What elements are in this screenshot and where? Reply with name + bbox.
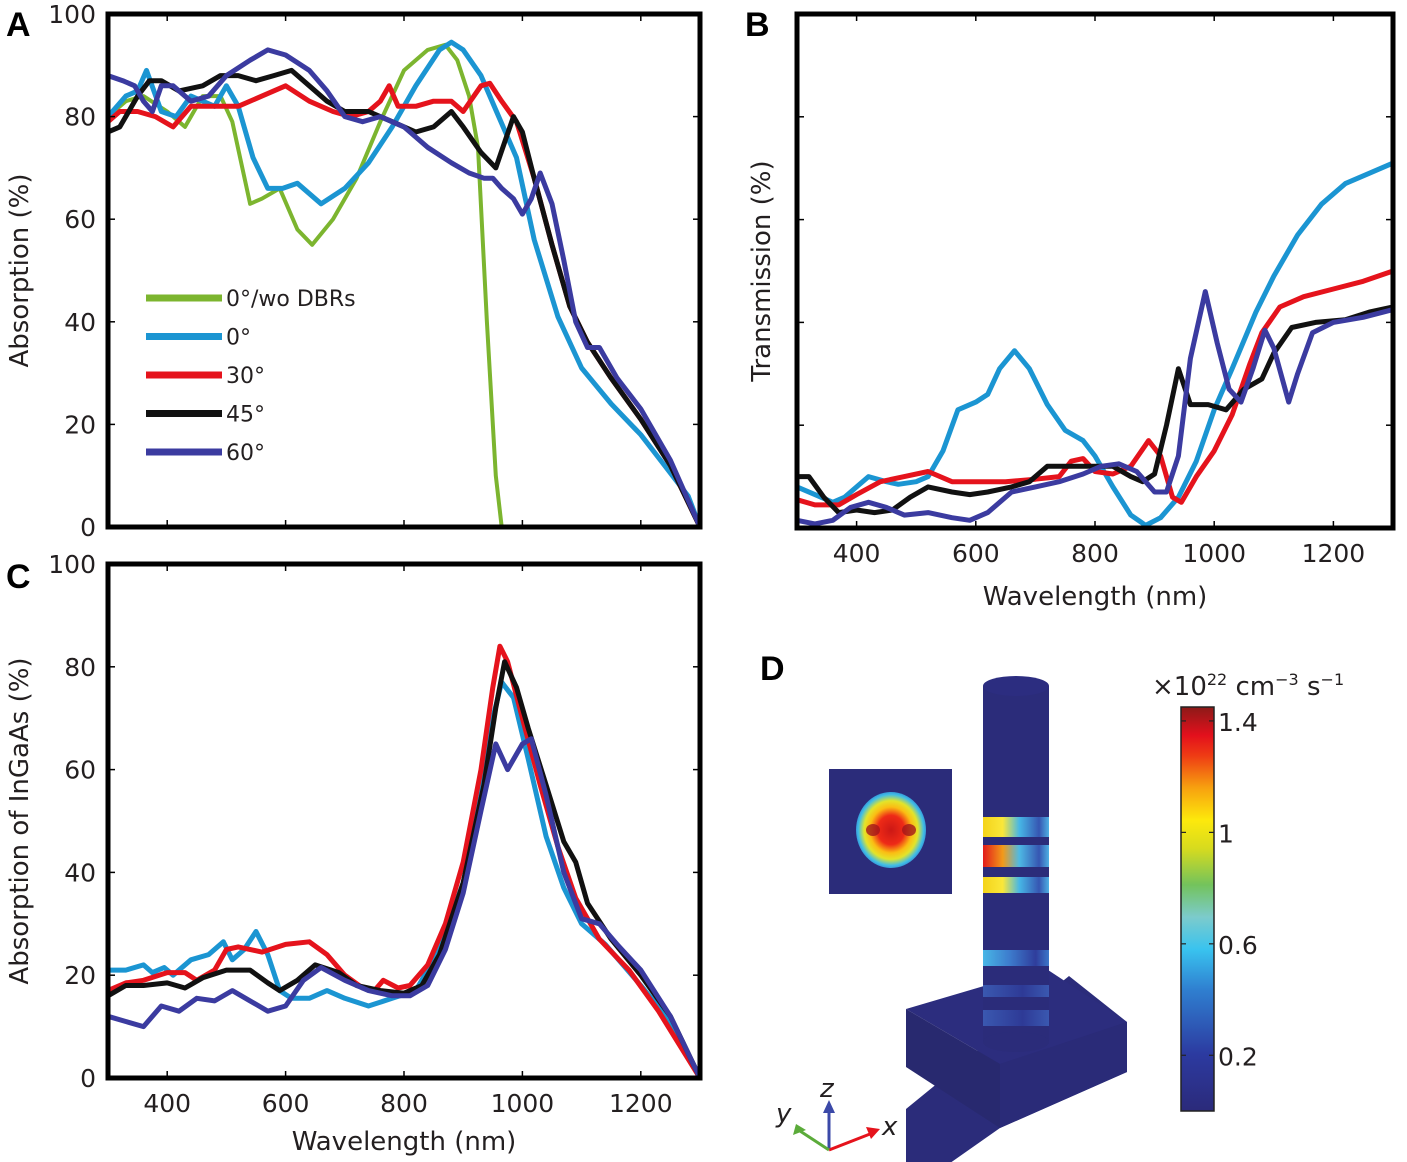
y-tick-label: 20	[64, 410, 96, 439]
legend-label-0deg: 0°	[226, 326, 251, 351]
series-line-60deg	[105, 47, 703, 530]
panel-a: A 0 20 40 60 80 100 Absorption (%) 0°/wo DBRs 0° 3…	[5, 0, 703, 542]
legend-label-60deg: 60°	[226, 441, 265, 466]
x-tick-label: 1000	[1182, 539, 1246, 568]
legend-label-45deg: 45°	[226, 403, 265, 428]
y-tick-label: 40	[64, 308, 96, 337]
series-line-0deg-wo-dbrs	[106, 42, 584, 529]
colorbar-tick-label: 0.6	[1218, 931, 1258, 960]
series-line-60deg	[105, 736, 703, 1081]
y-tick-label: 80	[64, 103, 96, 132]
colorbar-tick-label: 1.4	[1218, 708, 1258, 737]
x-axis-label: Wavelength (nm)	[983, 582, 1208, 612]
absorption-band	[983, 950, 1049, 966]
x-axis-label: Wavelength (nm)	[292, 1127, 517, 1157]
x-tick-label: 1000	[491, 1089, 555, 1118]
x-tick-label: 1200	[1302, 539, 1366, 568]
axis-y-label: y	[775, 1099, 792, 1129]
x-tick-label: 600	[952, 539, 1000, 568]
nanopillar	[983, 676, 1049, 1052]
x-tick-label: 400	[833, 539, 881, 568]
absorption-band	[983, 817, 1049, 837]
x-tick-label: 800	[380, 1089, 428, 1118]
series-line-0deg	[105, 679, 703, 1081]
y-tick-label: 0	[80, 1064, 96, 1093]
plot-frame	[794, 11, 1396, 531]
colorbar-tick-label: 1	[1218, 819, 1234, 848]
legend-label-30deg: 30°	[226, 364, 265, 389]
axis-x-label: x	[881, 1112, 898, 1142]
panel-label-c: C	[6, 558, 31, 596]
x-tick-label: 400	[143, 1089, 191, 1118]
x-tick-label: 600	[262, 1089, 310, 1118]
panel-c: C 400 600 800 1000 1200 0 20 40 60 80 100 Absorption…	[5, 550, 703, 1157]
panel-label-b: B	[745, 6, 770, 44]
panel-label-d: D	[760, 650, 785, 688]
y-tick-label: 40	[64, 858, 96, 887]
panel-b: B 400 600 800 1000 1200 Transmission (%) Wavele…	[745, 6, 1396, 612]
x-tick-label: 800	[1071, 539, 1119, 568]
y-tick-label: 100	[48, 550, 96, 579]
series-line-60deg	[794, 289, 1396, 527]
colorbar-title: ×1022 cm−3 s−1	[1152, 670, 1344, 702]
axis-z-label: z	[819, 1074, 835, 1104]
y-tick-label: 0	[80, 513, 96, 542]
legend: 0°/wo DBRs 0° 30° 45° 60°	[146, 287, 356, 466]
panel-d: D	[760, 650, 1344, 1162]
y-tick-label: 60	[64, 205, 96, 234]
legend-label-0deg-wo-dbrs: 0°/wo DBRs	[226, 287, 356, 312]
colorbar-tick-label: 0.2	[1218, 1042, 1258, 1071]
absorption-band	[983, 845, 1049, 867]
y-axis-label: Transmission (%)	[747, 160, 777, 382]
colorbar: 0.2 0.6 1 1.4 ×1022 cm−3 s−1	[1152, 670, 1344, 1112]
y-tick-label: 100	[48, 0, 96, 29]
axes-triad: z y x	[775, 1074, 898, 1152]
inset-cross-section	[829, 769, 952, 894]
panel-label-a: A	[6, 6, 31, 44]
absorption-band	[983, 877, 1049, 893]
x-tick-label: 1200	[609, 1089, 673, 1118]
y-tick-label: 80	[64, 653, 96, 682]
y-axis-label: Absorption of InGaAs (%)	[5, 657, 35, 984]
absorption-band	[983, 1010, 1049, 1026]
y-tick-label: 20	[64, 961, 96, 990]
absorption-band	[983, 985, 1049, 997]
y-axis-label: Absorption (%)	[5, 174, 35, 368]
series-line-30deg	[105, 643, 703, 1081]
series-line-0deg	[105, 39, 703, 530]
series-line-30deg	[105, 80, 703, 530]
y-tick-label: 60	[64, 756, 96, 785]
series-line-45deg	[105, 659, 703, 1081]
